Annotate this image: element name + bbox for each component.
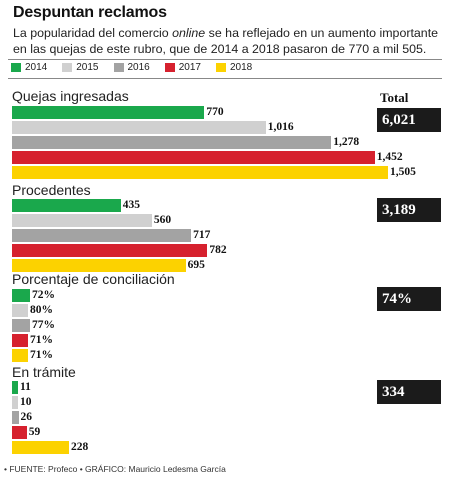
value-label-procedentes-2015: 560 xyxy=(153,214,172,226)
bar-quejas-ingresadas-2018 xyxy=(12,166,388,179)
legend-item-2016: 2016 xyxy=(113,62,150,73)
total-badge-procedentes: 3,189 xyxy=(377,198,441,222)
chart-subtitle: La popularidad del comercio online se ha… xyxy=(13,25,443,57)
legend-item-2015: 2015 xyxy=(62,62,99,73)
legend-swatch-2015 xyxy=(62,63,73,72)
value-label-en-tr-mite-2015: 10 xyxy=(20,396,32,408)
legend-item-2014: 2014 xyxy=(11,62,47,73)
legend-bottom-rule xyxy=(8,78,442,79)
subtitle-start: La popularidad del comercio xyxy=(13,26,173,40)
total-badge-quejas-ingresadas: 6,021 xyxy=(377,108,441,132)
value-label-procedentes-2014: 435 xyxy=(122,199,140,211)
legend-label-2018: 2018 xyxy=(230,62,253,73)
bar-procedentes-2016 xyxy=(12,229,192,242)
legend-swatch-2018 xyxy=(216,63,226,72)
bar-porcentaje-de-conciliaci-n-2015 xyxy=(12,304,28,317)
bar-procedentes-2017 xyxy=(12,244,208,257)
panel-label-porcentaje-de-conciliaci-n: Porcentaje de conciliación xyxy=(12,271,175,287)
bar-quejas-ingresadas-2017 xyxy=(12,151,375,164)
value-label-en-tr-mite-2016: 26 xyxy=(20,411,33,423)
total-badge-porcentaje-de-conciliaci-n: 74% xyxy=(377,287,441,311)
legend: 2014 2015 2016 2017 2018 xyxy=(11,62,252,73)
bar-quejas-ingresadas-2015 xyxy=(12,121,266,134)
bar-porcentaje-de-conciliaci-n-2014 xyxy=(12,289,30,302)
legend-label-2016: 2016 xyxy=(127,62,150,73)
value-label-procedentes-2017: 782 xyxy=(209,244,227,256)
subtitle-emphasis: online xyxy=(172,26,206,40)
subtitle-end: se ha reflejado en un aumento importante… xyxy=(13,26,439,56)
value-label-porcentaje-de-conciliaci-n-2017: 71% xyxy=(30,334,53,346)
panel-label-procedentes: Procedentes xyxy=(12,182,91,198)
value-label-en-tr-mite-2014: 11 xyxy=(20,381,31,393)
panel-label-en-tr-mite: En trámite xyxy=(12,364,76,380)
value-label-procedentes-2018: 695 xyxy=(187,259,205,271)
value-label-quejas-ingresadas-2017: 1,452 xyxy=(376,151,403,163)
bar-en-tr-mite-2017 xyxy=(12,426,27,439)
legend-item-2018: 2018 xyxy=(216,62,252,73)
footer-credits: • FUENTE: Profeco • GRÁFICO: Mauricio Le… xyxy=(4,464,226,474)
legend-swatch-2017 xyxy=(164,63,175,72)
chart-title: Despuntan reclamos xyxy=(13,4,167,21)
legend-swatch-2014 xyxy=(11,63,21,72)
legend-label-2014: 2014 xyxy=(25,62,48,73)
bar-en-tr-mite-2014 xyxy=(12,381,18,394)
bar-procedentes-2014 xyxy=(12,199,121,212)
panel-label-quejas-ingresadas: Quejas ingresadas xyxy=(12,88,129,104)
bar-en-tr-mite-2016 xyxy=(12,411,19,424)
bar-porcentaje-de-conciliaci-n-2017 xyxy=(12,334,28,347)
bar-procedentes-2018 xyxy=(12,259,186,272)
legend-label-2015: 2015 xyxy=(76,62,99,73)
value-label-en-tr-mite-2017: 59 xyxy=(28,426,41,438)
value-label-porcentaje-de-conciliaci-n-2018: 71% xyxy=(30,349,53,361)
value-label-quejas-ingresadas-2018: 1,505 xyxy=(390,166,416,178)
bar-en-tr-mite-2018 xyxy=(12,441,69,454)
total-header: Total xyxy=(380,90,409,105)
value-label-porcentaje-de-conciliaci-n-2015: 80% xyxy=(30,304,53,316)
bar-procedentes-2015 xyxy=(12,214,152,227)
legend-label-2017: 2017 xyxy=(178,62,201,73)
bar-quejas-ingresadas-2016 xyxy=(12,136,332,149)
bar-en-tr-mite-2015 xyxy=(12,396,18,409)
legend-swatch-2016 xyxy=(113,63,124,72)
value-label-quejas-ingresadas-2016: 1,278 xyxy=(333,136,360,148)
bar-porcentaje-de-conciliaci-n-2018 xyxy=(12,349,28,362)
bar-porcentaje-de-conciliaci-n-2016 xyxy=(12,319,30,332)
legend-item-2017: 2017 xyxy=(164,62,201,73)
total-badge-en-tr-mite: 334 xyxy=(377,380,441,404)
value-label-quejas-ingresadas-2015: 1,016 xyxy=(267,121,294,133)
bar-quejas-ingresadas-2014 xyxy=(12,106,205,119)
value-label-en-tr-mite-2018: 228 xyxy=(71,441,89,453)
value-label-porcentaje-de-conciliaci-n-2014: 72% xyxy=(32,289,55,301)
value-label-quejas-ingresadas-2014: 770 xyxy=(206,106,224,118)
legend-top-rule xyxy=(8,59,442,60)
value-label-procedentes-2016: 717 xyxy=(193,229,211,241)
value-label-porcentaje-de-conciliaci-n-2016: 77% xyxy=(32,319,55,331)
